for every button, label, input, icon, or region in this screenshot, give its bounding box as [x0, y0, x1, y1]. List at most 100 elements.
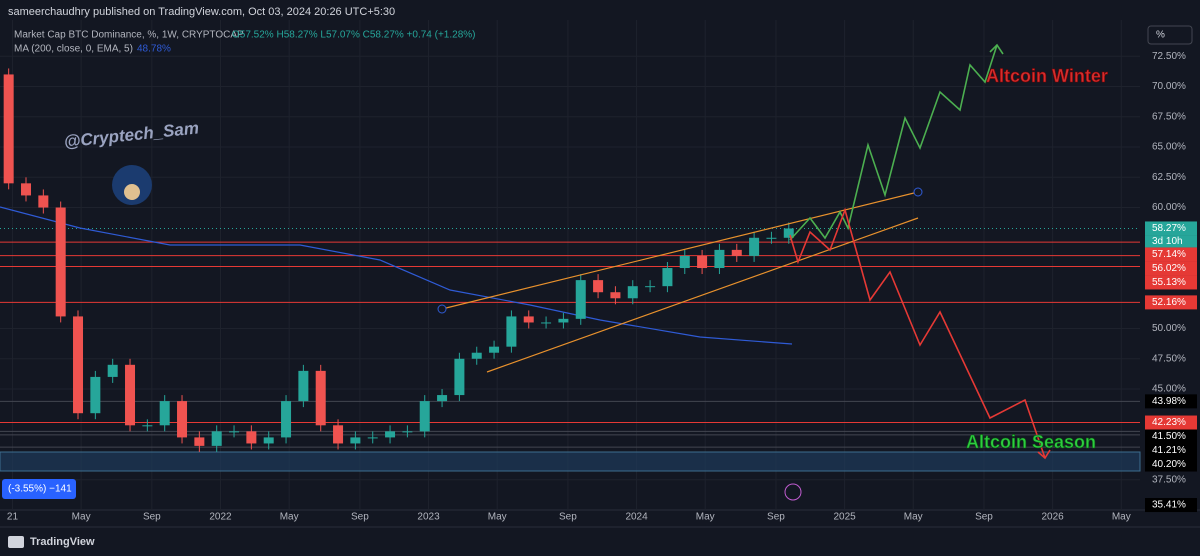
candle — [575, 280, 586, 319]
price-tag-label: 57.14% — [1152, 249, 1186, 260]
candle — [679, 255, 690, 269]
x-tick-label: 2024 — [625, 512, 648, 523]
y-tick-label: 47.50% — [1152, 353, 1186, 364]
event-icon[interactable] — [784, 483, 802, 501]
price-tag-label: 41.21% — [1152, 445, 1186, 456]
candle — [229, 431, 240, 433]
price-tag — [1145, 457, 1197, 472]
candle — [627, 286, 638, 299]
unit-label[interactable]: % — [1156, 30, 1165, 41]
candle — [749, 237, 760, 256]
price-tag — [1145, 498, 1197, 513]
candle — [298, 370, 309, 402]
unit-button[interactable] — [1147, 25, 1193, 45]
arrow-head — [1037, 449, 1051, 460]
price-tag — [1145, 443, 1197, 458]
candle — [142, 425, 153, 427]
candle — [541, 322, 552, 324]
y-tick-label: 67.50% — [1152, 111, 1186, 122]
candle — [489, 346, 500, 353]
channel-handle[interactable] — [437, 304, 447, 314]
candle — [315, 370, 326, 426]
candle — [471, 352, 482, 359]
levels — [0, 227, 1140, 448]
candle — [662, 268, 673, 287]
countdown-tag — [1145, 235, 1197, 248]
y-tick-label: 65.00% — [1152, 142, 1186, 153]
x-tick-label: 2023 — [417, 512, 440, 523]
candles — [3, 68, 794, 452]
price-tag-label: 43.98% — [1152, 396, 1186, 407]
price-tag — [1145, 429, 1197, 444]
candle — [783, 228, 794, 238]
y-tick-label: 70.00% — [1152, 81, 1186, 92]
candle — [90, 376, 101, 414]
support-zone — [0, 451, 1141, 472]
y-tick-label: 62.50% — [1152, 172, 1186, 183]
candle — [177, 401, 188, 438]
price-tag-label: 41.50% — [1152, 431, 1186, 442]
candle — [21, 183, 32, 196]
candle — [211, 431, 222, 446]
candle — [333, 425, 344, 444]
measure-label: (-3.55%) −141 — [8, 484, 72, 495]
altcoin-season: Altcoin Season — [966, 432, 1096, 452]
candle — [263, 437, 274, 444]
price-tag — [1145, 261, 1197, 276]
candle — [645, 286, 656, 288]
x-tick-label: May — [904, 512, 923, 523]
x-tick-label: May — [696, 512, 715, 523]
bull-projection — [789, 44, 998, 241]
x-tick-label: Sep — [975, 512, 993, 523]
footer-brand: TradingView — [30, 536, 95, 548]
x-tick-label: Sep — [143, 512, 161, 523]
channel-lower — [486, 217, 919, 373]
candle — [350, 437, 361, 444]
candle — [55, 207, 66, 317]
y-tick-label: 72.50% — [1152, 51, 1186, 62]
candle — [437, 395, 448, 402]
candle — [367, 437, 378, 439]
x-tick-label: 21 — [7, 512, 19, 523]
candle — [402, 431, 413, 433]
price-tag — [1145, 295, 1197, 310]
candle — [593, 280, 604, 293]
measure-box — [2, 479, 76, 499]
candle — [107, 364, 118, 377]
y-tick-label: 37.50% — [1152, 474, 1186, 485]
price-tag-label: 56.02% — [1152, 263, 1186, 274]
candle — [125, 364, 136, 426]
price-tag-label: 42.23% — [1152, 417, 1186, 428]
price-tag — [1145, 221, 1197, 236]
channel-upper — [441, 191, 919, 310]
candle — [38, 195, 49, 208]
candle — [714, 249, 725, 269]
ma-line — [0, 206, 793, 345]
x-tick-label: May — [488, 512, 507, 523]
symbol: Market Cap BTC Dominance, %, 1W, CRYPTOC… — [14, 30, 244, 41]
x-tick-label: Sep — [767, 512, 785, 523]
price-tag-label: 55.13% — [1152, 277, 1186, 288]
candle — [246, 431, 257, 444]
price-tag-label: 58.27% — [1152, 223, 1186, 234]
logo — [124, 184, 140, 200]
candle — [558, 318, 569, 323]
y-tick-label: 50.00% — [1152, 323, 1186, 334]
ma-value: 48.78% — [137, 44, 171, 55]
candle — [385, 431, 396, 438]
x-tick-label: May — [72, 512, 91, 523]
bear-projection — [789, 207, 1046, 459]
candle — [610, 292, 621, 299]
candle — [194, 437, 205, 446]
candle — [454, 358, 465, 396]
candle — [73, 316, 84, 414]
channel-handle[interactable] — [913, 187, 923, 197]
x-tick-label: May — [280, 512, 299, 523]
candle — [3, 74, 14, 184]
price-tag — [1145, 394, 1197, 409]
publisher: sameerchaudhry published on TradingView.… — [8, 6, 395, 18]
footer-logo — [8, 536, 24, 548]
candle — [281, 401, 292, 438]
price-tag-label: 40.20% — [1152, 459, 1186, 470]
